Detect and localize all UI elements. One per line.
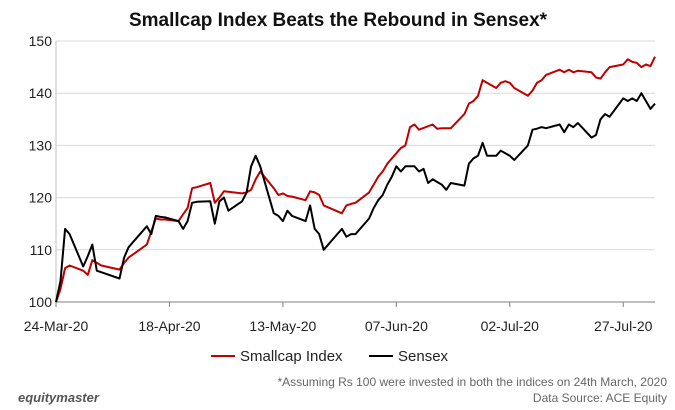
y-tick-label: 140 [29,85,53,101]
series-lines [55,56,656,303]
y-axis: 100 110 120 130 140 150 [29,33,53,310]
legend-label: Sensex [398,348,449,365]
y-tick-label: 120 [29,190,53,206]
x-tick-label: 02-Jul-20 [481,318,540,334]
x-tick-label: 07-Jun-20 [365,318,428,334]
y-tick-label: 100 [29,294,53,310]
y-tick-label: 110 [30,242,53,258]
brand-logo: equitymaster [18,390,100,405]
grid [55,40,655,303]
x-tick-label: 24-Mar-20 [24,318,89,334]
y-tick-label: 150 [29,33,53,49]
legend: Smallcap Index Sensex [211,348,449,365]
series-line-sensex [55,92,656,303]
x-tick-label: 13-May-20 [249,318,316,334]
y-tick-label: 130 [29,137,53,153]
x-tick-label: 27-Jul-20 [594,318,653,334]
x-tick-label: 18-Apr-20 [138,318,200,334]
data-source: Data Source: ACE Equity [533,391,667,405]
legend-label: Smallcap Index [240,348,343,365]
footnote: *Assuming Rs 100 were invested in both t… [277,375,667,389]
x-axis: 24-Mar-20 18-Apr-20 13-May-20 07-Jun-20 02-J… [24,302,653,334]
chart-title: Smallcap Index Beats the Rebound in Sens… [129,10,548,31]
